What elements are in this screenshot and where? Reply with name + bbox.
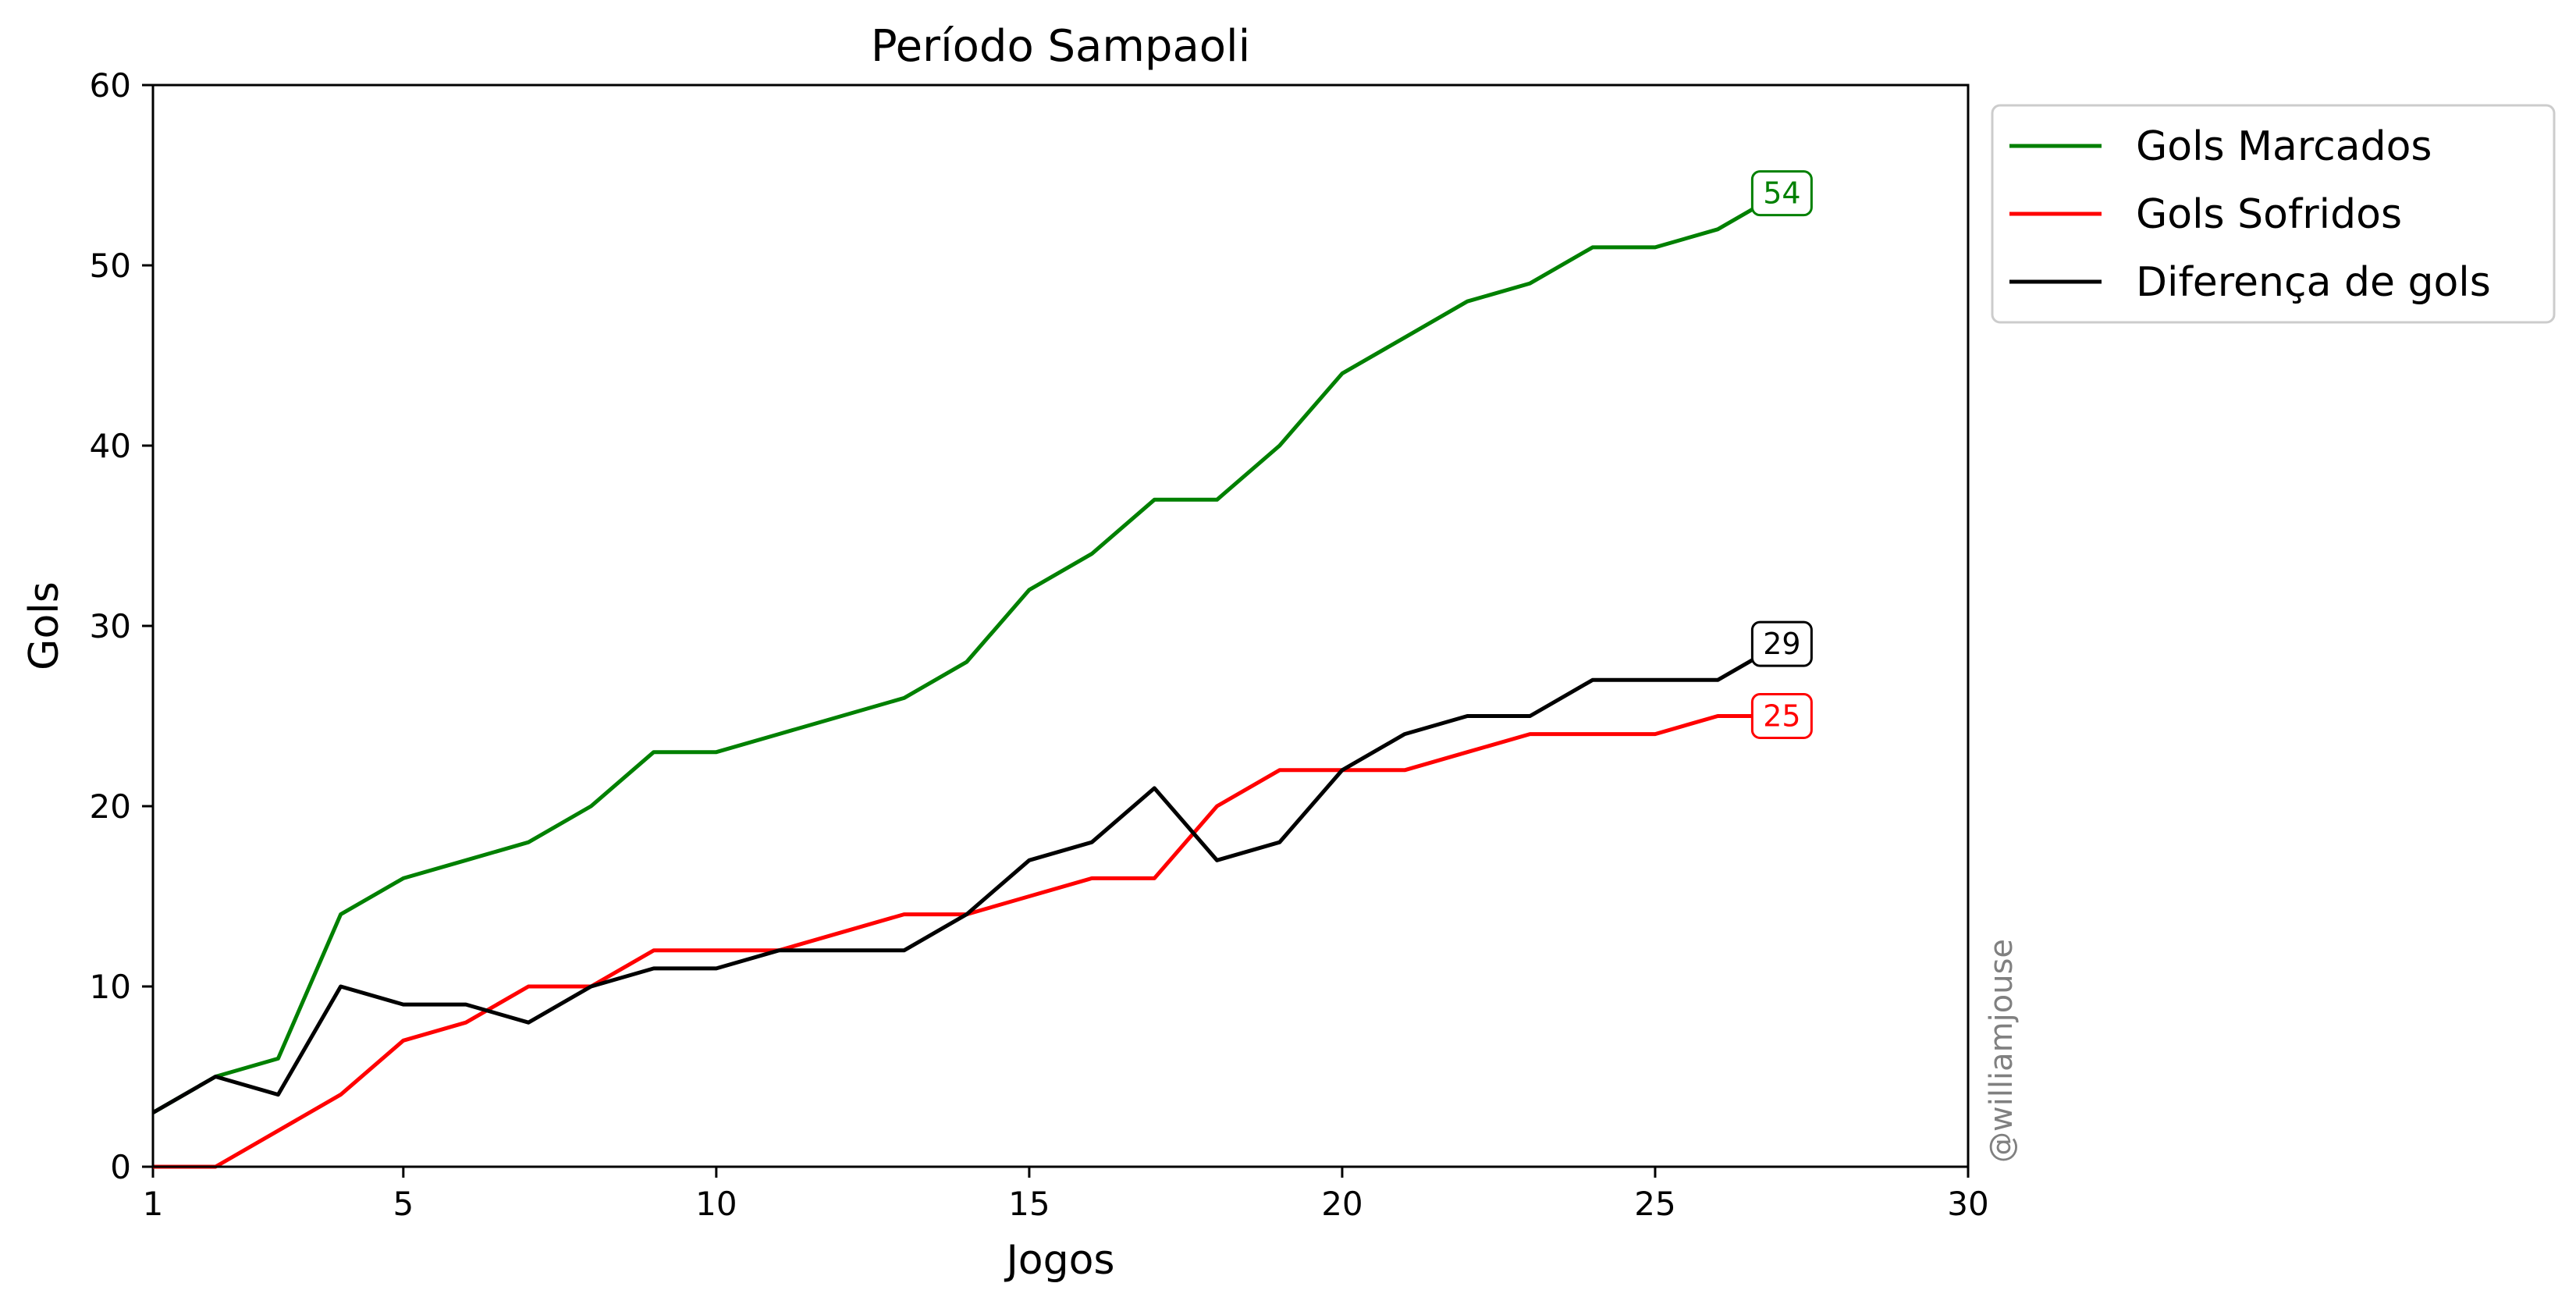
y-tick-label: 60 (90, 66, 131, 105)
end-label-box (1750, 170, 1813, 217)
y-tick-label: 50 (90, 247, 131, 285)
legend-label: Gols Sofridos (2136, 191, 2402, 238)
legend-item-1[interactable]: Gols Marcados (2009, 123, 2432, 170)
legend-item-2[interactable]: Gols Sofridos (2009, 191, 2402, 238)
y-tick-label: 0 (110, 1148, 131, 1186)
x-tick-label: 25 (1634, 1185, 1675, 1223)
x-axis-label: Jogos (1004, 1237, 1114, 1284)
legend-item-3[interactable]: Diferença de gols (2009, 259, 2491, 306)
x-tick-label: 5 (393, 1185, 414, 1223)
chart-title: Período Sampaoli (871, 21, 1250, 72)
series-lines (151, 191, 1782, 1169)
x-tick-label: 20 (1321, 1185, 1363, 1223)
x-tick-label: 15 (1008, 1185, 1050, 1223)
x-tick-label: 1 (143, 1185, 164, 1223)
end-label-box (1750, 693, 1813, 739)
end-labels: 54 25 29 (1750, 170, 1813, 739)
legend-label: Diferença de gols (2136, 259, 2491, 306)
watermark: @williamjouse (1984, 939, 2020, 1163)
series-line-3 (151, 642, 1782, 1114)
plot-frame (151, 84, 1970, 1168)
x-tick-label: 30 (1947, 1185, 1988, 1223)
legend[interactable]: Gols Marcados Gols Sofridos Diferença de g… (1991, 104, 2556, 324)
y-axis-label: Gols (21, 581, 68, 670)
legend-label: Gols Marcados (2136, 123, 2432, 170)
end-label-box (1750, 620, 1813, 667)
y-tick-label: 10 (90, 968, 131, 1006)
x-tick-label: 10 (695, 1185, 737, 1223)
end-label-3: 29 (1750, 620, 1813, 667)
end-label-text: 54 (1763, 176, 1800, 211)
end-label-1: 54 (1750, 170, 1813, 217)
y-tick-label: 30 (90, 607, 131, 645)
end-label-text: 25 (1763, 699, 1800, 734)
y-tick-label: 20 (90, 787, 131, 826)
series-line-1 (151, 191, 1782, 1114)
end-label-2: 25 (1750, 693, 1813, 739)
legend-box (1991, 104, 2556, 324)
end-label-text: 29 (1763, 627, 1800, 661)
y-tick-label: 40 (90, 427, 131, 465)
